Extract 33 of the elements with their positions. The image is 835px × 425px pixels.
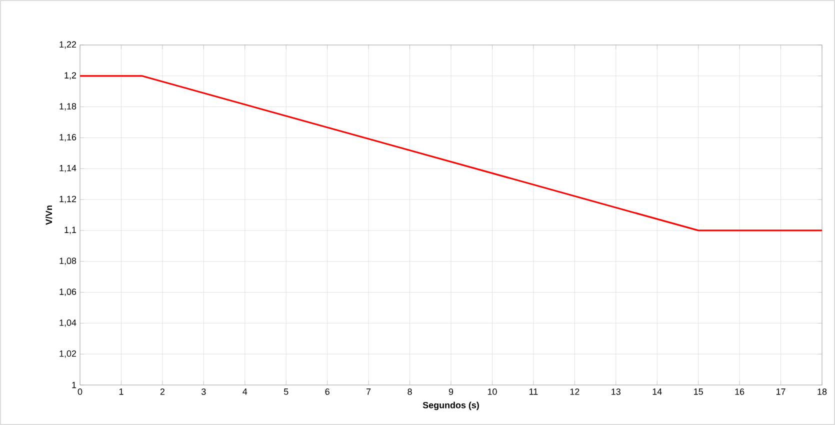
x-tick-label: 4 <box>242 388 248 395</box>
y-tick-label: 1,02 <box>60 350 76 358</box>
x-tick-label: 16 <box>735 388 744 395</box>
x-tick-label: 3 <box>202 388 206 395</box>
x-tick-label: 0 <box>78 388 82 395</box>
x-axis-title: Segundos (s) <box>422 402 479 410</box>
x-tick-label: 11 <box>529 388 538 395</box>
x-tick-label: 14 <box>652 388 662 395</box>
x-tick-label: 18 <box>818 388 827 395</box>
x-tick-label: 6 <box>325 388 330 395</box>
x-tick-label: 1 <box>119 388 124 395</box>
y-tick-label: 1,2 <box>64 72 76 80</box>
y-axis-title: V/Vn <box>46 206 52 225</box>
y-tick-label: 1,22 <box>60 41 76 49</box>
y-tick-label: 1,16 <box>60 134 76 142</box>
y-tick-label: 1,18 <box>60 103 76 111</box>
x-tick-label: 2 <box>160 388 164 395</box>
x-tick-label: 15 <box>694 388 703 395</box>
y-tick-label: 1,04 <box>60 319 76 327</box>
x-tick-label: 17 <box>776 388 786 395</box>
y-tick-label: 1,14 <box>60 164 76 172</box>
x-tick-label: 9 <box>448 388 454 395</box>
y-tick-label: 1,08 <box>60 258 76 266</box>
y-tick-label: 1,06 <box>60 288 76 296</box>
y-tick-label: 1,1 <box>64 226 76 234</box>
x-tick-label: 13 <box>612 388 620 395</box>
y-tick-label: 1,12 <box>60 196 76 204</box>
y-tick-label: 1 <box>72 382 76 388</box>
x-tick-label: 12 <box>570 388 580 395</box>
x-tick-label: 5 <box>284 388 288 395</box>
x-tick-label: 7 <box>366 388 371 395</box>
x-tick-label: 8 <box>408 388 412 395</box>
x-tick-label: 10 <box>488 388 497 395</box>
